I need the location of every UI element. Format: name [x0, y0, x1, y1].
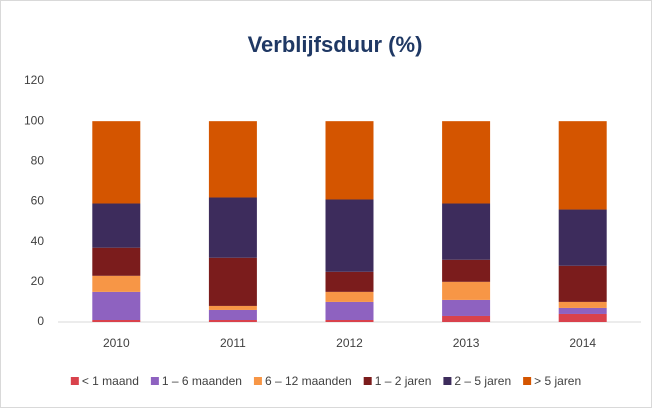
- bar-segment: [325, 301, 374, 320]
- bar-segment: [325, 121, 374, 200]
- legend-label: 1 – 6 maanden: [162, 374, 242, 388]
- legend-swatch: [443, 377, 452, 385]
- chart-title: Verblijfsduur (%): [248, 32, 423, 57]
- bar-segment: [208, 305, 257, 310]
- bar-segment: [558, 313, 607, 322]
- x-tick-label: 2011: [220, 336, 246, 350]
- bar-segment: [208, 121, 257, 198]
- legend-swatch: [253, 377, 262, 385]
- bar-segment: [442, 299, 491, 316]
- legend-swatch: [363, 377, 372, 385]
- y-tick-label: 100: [24, 113, 44, 127]
- bar-segment: [325, 199, 374, 272]
- x-tick-label: 2014: [569, 336, 596, 350]
- y-tick-label: 20: [31, 274, 45, 288]
- bar-segment: [208, 197, 257, 258]
- bar-segment: [558, 265, 607, 302]
- bar-segment: [92, 319, 141, 322]
- bar-segment: [92, 275, 141, 292]
- y-tick-label: 80: [31, 154, 45, 168]
- legend-swatch: [150, 377, 159, 385]
- bar-segment: [558, 307, 607, 314]
- bar-segment: [325, 291, 374, 302]
- x-tick-label: 2010: [103, 336, 130, 350]
- bar-segment: [442, 121, 491, 204]
- bar-segment: [92, 247, 141, 276]
- x-tick-label: 2012: [336, 336, 363, 350]
- legend-label: < 1 maand: [82, 374, 139, 388]
- legend-swatch: [70, 377, 79, 385]
- bar-segment: [558, 301, 607, 308]
- bar-segment: [208, 309, 257, 320]
- legend-label: 2 – 5 jaren: [454, 374, 511, 388]
- x-tick-label: 2013: [453, 336, 480, 350]
- legend-label: 1 – 2 jaren: [375, 374, 432, 388]
- bar-segment: [325, 319, 374, 322]
- legend-label: 6 – 12 maanden: [265, 374, 352, 388]
- y-tick-label: 60: [31, 194, 45, 208]
- bar-segment: [558, 209, 607, 266]
- bar-segment: [442, 203, 491, 260]
- bar-segment: [208, 257, 257, 306]
- y-tick-label: 40: [31, 234, 45, 248]
- legend-label: > 5 jaren: [534, 374, 581, 388]
- bar-segment: [208, 319, 257, 322]
- bar-segment: [92, 291, 141, 320]
- bar-segment: [442, 259, 491, 282]
- bar-segment: [558, 121, 607, 210]
- bar-segment: [442, 281, 491, 300]
- bar-segment: [92, 121, 141, 204]
- y-tick-label: 0: [37, 314, 44, 328]
- bar-segment: [92, 203, 141, 248]
- y-tick-label: 120: [24, 73, 44, 87]
- legend-swatch: [523, 377, 532, 385]
- bar-segment: [325, 271, 374, 292]
- bar-segment: [442, 315, 491, 322]
